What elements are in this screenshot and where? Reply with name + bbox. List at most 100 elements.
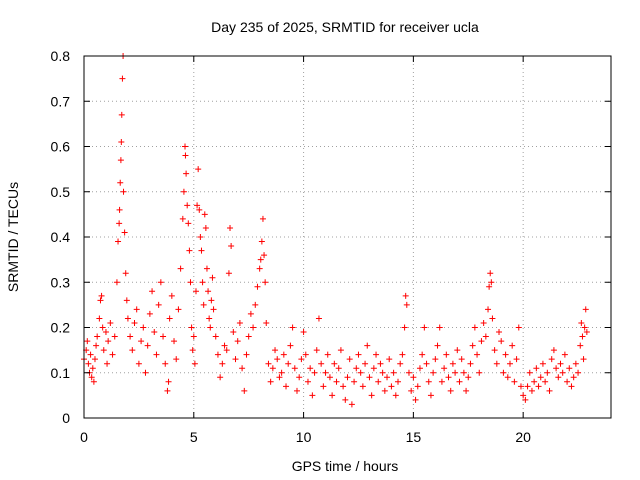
y-tick-label: 0.8 (51, 48, 71, 64)
data-point (91, 356, 98, 363)
data-point (206, 315, 213, 322)
data-point (168, 292, 175, 299)
data-point (539, 360, 546, 367)
data-point (153, 351, 160, 358)
data-point (160, 333, 167, 340)
data-point (267, 378, 274, 385)
data-point (335, 365, 342, 372)
data-point (496, 329, 503, 336)
data-point (228, 243, 235, 250)
data-point (122, 270, 129, 277)
data-point (151, 329, 158, 336)
data-point (578, 319, 585, 326)
data-point (89, 365, 96, 372)
data-point (118, 111, 125, 118)
data-point (111, 333, 118, 340)
data-point (257, 256, 264, 263)
data-point (370, 365, 377, 372)
chart-title: Day 235 of 2025, SRMTID for receiver ucl… (211, 19, 479, 35)
data-point (344, 374, 351, 381)
data-point (165, 378, 172, 385)
data-point (504, 374, 511, 381)
data-point (124, 315, 131, 322)
data-point (298, 356, 305, 363)
data-point (177, 265, 184, 272)
data-point (189, 347, 196, 354)
data-point (548, 356, 555, 363)
data-point (401, 324, 408, 331)
data-point (416, 365, 423, 372)
data-point (480, 319, 487, 326)
data-point (304, 378, 311, 385)
data-point (97, 297, 104, 304)
data-point (219, 360, 226, 367)
data-point (138, 338, 145, 345)
data-point (198, 247, 205, 254)
data-point (116, 206, 123, 213)
data-point (291, 365, 298, 372)
data-point (410, 374, 417, 381)
y-tick-label: 0.1 (51, 365, 71, 381)
data-point (408, 387, 415, 394)
data-point (520, 392, 527, 399)
data-point (186, 247, 193, 254)
data-point (397, 360, 404, 367)
data-point (285, 360, 292, 367)
data-point (183, 170, 190, 177)
data-point (296, 374, 303, 381)
data-point (113, 279, 120, 286)
data-point (471, 324, 478, 331)
data-point (259, 215, 266, 222)
data-point (564, 378, 571, 385)
data-point (93, 342, 100, 349)
data-point (205, 288, 212, 295)
data-point (452, 369, 459, 376)
data-point (184, 202, 191, 209)
data-point (98, 292, 105, 299)
data-point (227, 224, 234, 231)
data-point (432, 356, 439, 363)
data-point (465, 374, 472, 381)
data-point (191, 360, 198, 367)
y-tick-label: 0.5 (51, 184, 71, 200)
data-point (449, 360, 456, 367)
x-tick-label: 10 (296, 429, 312, 445)
data-point (570, 374, 577, 381)
data-point (104, 360, 111, 367)
data-point (182, 143, 189, 150)
data-point (402, 292, 409, 299)
data-point (502, 351, 509, 358)
data-point (232, 356, 239, 363)
data-point (362, 360, 369, 367)
data-point (559, 369, 566, 376)
data-point (384, 374, 391, 381)
data-point (311, 369, 318, 376)
data-point (116, 220, 123, 227)
data-point (100, 347, 107, 354)
data-point (118, 138, 125, 145)
data-point (117, 179, 124, 186)
data-point (135, 360, 142, 367)
data-point (513, 356, 520, 363)
data-point (425, 378, 432, 385)
data-point (250, 324, 257, 331)
data-point (243, 351, 250, 358)
data-point (239, 365, 246, 372)
x-tick-label: 5 (190, 429, 198, 445)
data-point (175, 306, 182, 313)
data-point (202, 224, 209, 231)
data-point (300, 329, 307, 336)
y-tick-label: 0.2 (51, 320, 71, 336)
data-point (88, 374, 95, 381)
data-point (96, 315, 103, 322)
data-point (258, 238, 265, 245)
data-point (133, 306, 140, 313)
data-point (509, 342, 516, 349)
data-point (379, 369, 386, 376)
data-point (200, 301, 207, 308)
data-point (366, 374, 373, 381)
data-point (487, 270, 494, 277)
data-point (454, 347, 461, 354)
data-point (127, 333, 134, 340)
